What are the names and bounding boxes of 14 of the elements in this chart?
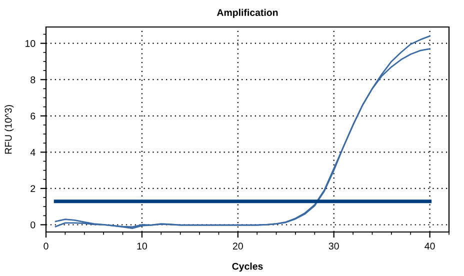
x-tick-label: 10 [137,242,147,250]
x-axis-title: Cycles [232,262,263,272]
y-axis-title: RFU (10^3) [4,105,14,154]
y-tick-label: 0 [30,221,36,228]
chart-title: Amplification [216,8,278,18]
y-tick-label: 8 [30,76,36,84]
y-tick-label: 2 [30,185,36,192]
x-tick-label: 40 [424,242,435,250]
x-tick-label: 20 [232,242,243,250]
x-tick-label: 0 [44,242,48,250]
x-tick-label: 30 [328,242,339,250]
y-tick-label: 10 [26,40,36,47]
y-tick-label: 6 [30,112,36,120]
y-tick-label: 4 [30,149,36,156]
